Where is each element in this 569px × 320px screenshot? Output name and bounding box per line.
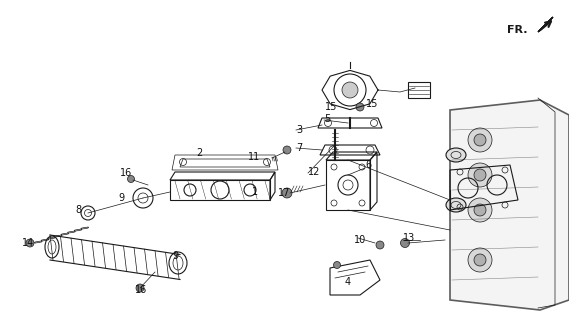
Ellipse shape bbox=[446, 148, 466, 162]
Text: 2: 2 bbox=[196, 148, 202, 158]
Text: 12: 12 bbox=[308, 167, 320, 177]
Text: 17: 17 bbox=[278, 188, 290, 198]
Circle shape bbox=[283, 146, 291, 154]
Text: 10: 10 bbox=[354, 235, 366, 245]
Text: 5: 5 bbox=[324, 114, 330, 124]
Polygon shape bbox=[538, 17, 553, 32]
Circle shape bbox=[333, 261, 340, 268]
Ellipse shape bbox=[446, 198, 466, 212]
Text: 13: 13 bbox=[403, 233, 415, 243]
Circle shape bbox=[401, 238, 410, 247]
Bar bbox=[408, 82, 430, 98]
Circle shape bbox=[474, 134, 486, 146]
Circle shape bbox=[136, 284, 144, 292]
Circle shape bbox=[356, 103, 364, 111]
Text: 11: 11 bbox=[248, 152, 260, 162]
Text: 9: 9 bbox=[118, 193, 124, 203]
Circle shape bbox=[468, 163, 492, 187]
Circle shape bbox=[26, 239, 34, 247]
Text: 16: 16 bbox=[120, 168, 132, 178]
Text: 15: 15 bbox=[325, 102, 337, 112]
Circle shape bbox=[468, 128, 492, 152]
Circle shape bbox=[282, 188, 292, 198]
Text: 7: 7 bbox=[296, 143, 302, 153]
Text: 8: 8 bbox=[75, 205, 81, 215]
Circle shape bbox=[468, 248, 492, 272]
Circle shape bbox=[474, 169, 486, 181]
Circle shape bbox=[127, 175, 134, 182]
Text: 1: 1 bbox=[252, 187, 258, 197]
Circle shape bbox=[474, 254, 486, 266]
Text: 4: 4 bbox=[345, 277, 351, 287]
Circle shape bbox=[342, 82, 358, 98]
Circle shape bbox=[468, 198, 492, 222]
Text: 15: 15 bbox=[366, 99, 378, 109]
Circle shape bbox=[376, 241, 384, 249]
Circle shape bbox=[474, 204, 486, 216]
Text: 6: 6 bbox=[365, 160, 371, 170]
Text: FR.: FR. bbox=[508, 25, 528, 35]
Text: 3: 3 bbox=[296, 125, 302, 135]
Text: 9: 9 bbox=[172, 251, 178, 261]
Text: 14: 14 bbox=[22, 238, 34, 248]
Polygon shape bbox=[450, 100, 569, 310]
Text: 16: 16 bbox=[135, 285, 147, 295]
